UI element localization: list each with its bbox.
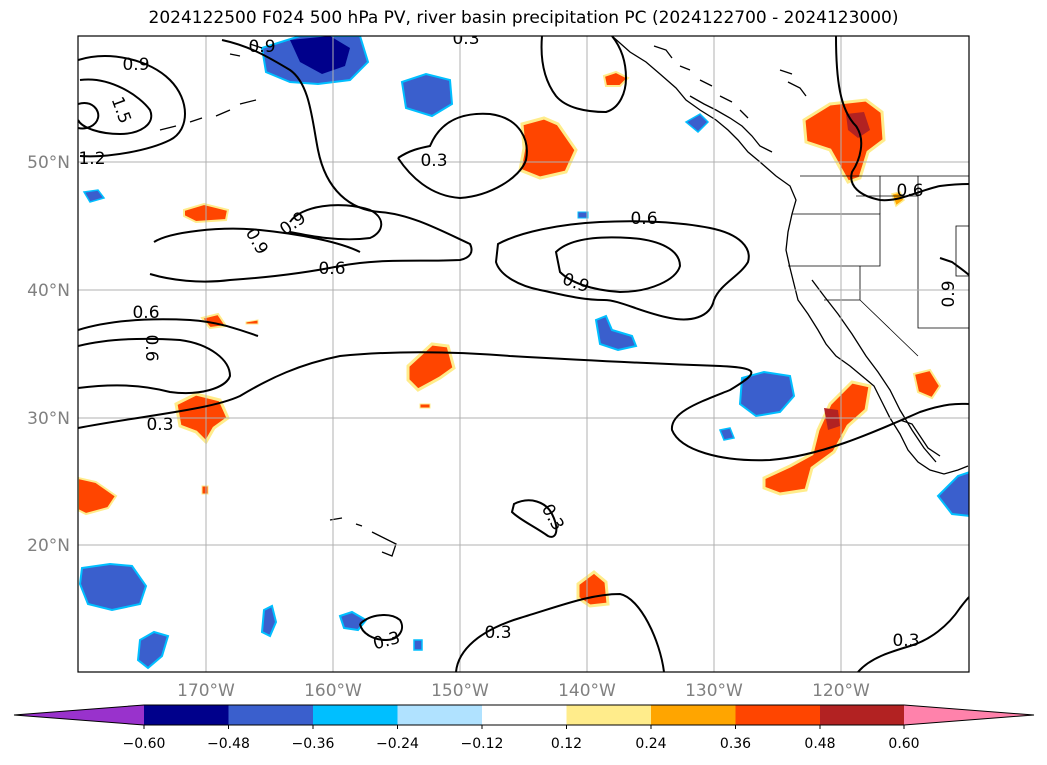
colorbar-tick: −0.24: [376, 736, 419, 752]
lat-label-50n: 50°N: [27, 153, 70, 173]
colorbar-tick: −0.48: [207, 736, 250, 752]
map-frame: [77, 35, 970, 673]
contour-label: 0.3: [452, 29, 479, 49]
lat-label-20n: 20°N: [27, 536, 70, 556]
colorbar-segment: [144, 705, 229, 725]
contour-label: 0.6: [896, 181, 923, 201]
lat-label-40n: 40°N: [27, 281, 70, 301]
colorbar-extend-high: [904, 705, 1034, 725]
colorbar-tick: 0.60: [888, 736, 919, 752]
contour-label: 0.9: [939, 280, 959, 307]
colorbar-tick: −0.36: [292, 736, 335, 752]
colorbar-tick: −0.12: [461, 736, 504, 752]
colorbar: −0.60 −0.48 −0.36 −0.24 −0.12 0.12 0.24 …: [13, 704, 1035, 752]
contour-label: 0.6: [141, 334, 161, 361]
contour-label: 0.9: [248, 37, 275, 57]
lon-label-140w: 140°W: [558, 681, 616, 701]
colorbar-extend-low: [14, 705, 144, 725]
lon-label-150w: 150°W: [431, 681, 489, 701]
colorbar-segment: [566, 705, 651, 725]
lon-label-130w: 130°W: [685, 681, 743, 701]
colorbar-segment: [820, 705, 904, 725]
contour-label: 0.6: [318, 259, 345, 279]
colorbar-tick: −0.60: [123, 736, 166, 752]
pv-contours: [78, 36, 969, 672]
colorbar-segment: [313, 705, 398, 725]
colorbar-tick: 0.48: [804, 736, 835, 752]
colorbar-tick: 0.12: [551, 736, 582, 752]
lat-label-30n: 30°N: [27, 409, 70, 429]
contour-label: 0.6: [132, 303, 159, 323]
contour-label: 0.3: [892, 631, 919, 651]
lon-label-120w: 120°W: [812, 681, 870, 701]
us-state-borders: [788, 175, 969, 357]
map-title: 2024122500 F024 500 hPa PV, river basin …: [148, 8, 899, 28]
colorbar-segment: [397, 705, 482, 725]
contour-label: 0.9: [122, 55, 149, 75]
colorbar-segment: [651, 705, 736, 725]
colorbar-tick: 0.36: [720, 736, 751, 752]
contour-label: 0.3: [484, 623, 511, 643]
lon-label-170w: 170°W: [177, 681, 235, 701]
contour-label: 0.3: [420, 151, 447, 171]
lon-label-160w: 160°W: [304, 681, 362, 701]
coastlines: [159, 36, 969, 557]
contour-label: 0.6: [630, 209, 657, 229]
contour-label: 0.3: [146, 415, 173, 435]
colorbar-segment: [735, 705, 820, 725]
colorbar-segment: [482, 705, 567, 725]
colorbar-tick: 0.24: [635, 736, 666, 752]
colorbar-segment: [228, 705, 313, 725]
latitude-labels: 50°N 40°N 30°N 20°N: [27, 153, 70, 556]
map-area: 0.9 0.3 0.9 1.5 1.2 0.3 0.6 0.9 0.9 0.6 …: [78, 29, 969, 672]
negative-precip-anomalies: [78, 36, 969, 670]
contour-label: 1.2: [78, 149, 105, 169]
longitude-labels: 170°W 160°W 150°W 140°W 130°W 120°W: [177, 681, 870, 701]
